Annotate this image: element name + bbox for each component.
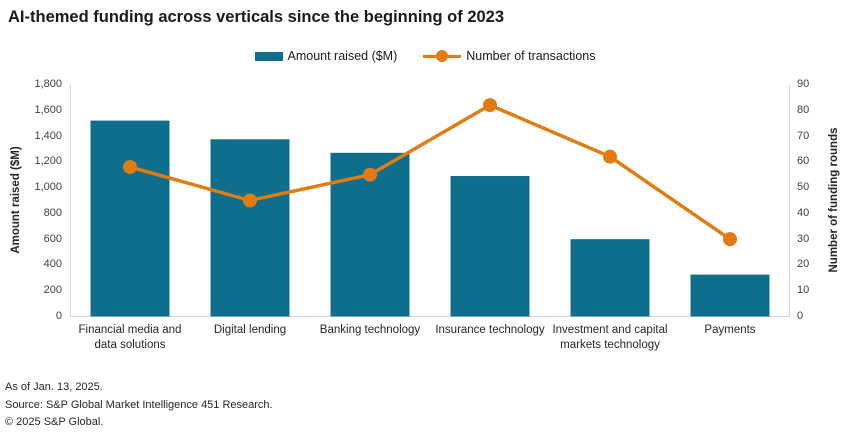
line-series-swatch-icon <box>423 50 462 63</box>
bar <box>570 239 650 317</box>
legend-label-transactions: Number of transactions <box>466 49 596 63</box>
y-axis-tick: 0 <box>797 310 804 322</box>
bar <box>90 120 170 317</box>
transactions-line <box>128 103 732 241</box>
y-axis-tick: 400 <box>43 258 62 271</box>
y-axis-tick: 50 <box>797 181 810 194</box>
legend-item-transactions: Number of transactions <box>423 49 596 63</box>
x-axis-label: Payments <box>704 324 756 336</box>
x-axis-labels: Financial media and data solutions Digita… <box>70 323 790 352</box>
chart-title: AI-themed funding across verticals since… <box>8 8 505 26</box>
y-axis-tick: 70 <box>797 129 810 142</box>
x-axis-label: Insurance technology <box>435 324 545 336</box>
line-marker <box>243 193 257 208</box>
x-axis-label: Digital lending <box>213 324 287 336</box>
y-axis-tick: 40 <box>797 206 810 219</box>
line-marker <box>123 159 137 174</box>
bar <box>210 139 290 317</box>
x-axis-label: Banking technology <box>319 324 421 336</box>
legend-label-amount-raised: Amount raised ($M) <box>287 49 398 63</box>
x-axis-label: Financial media and data solutions <box>78 324 182 351</box>
y-axis-tick: 200 <box>43 284 62 297</box>
y-axis-tick: 1,200 <box>34 155 62 168</box>
y-axis-tick: 60 <box>797 155 810 168</box>
y-axis-tick: 90 <box>797 78 810 90</box>
line-marker <box>603 149 617 164</box>
y-axis-tick: 20 <box>797 258 810 271</box>
line-marker <box>723 232 737 247</box>
y-axis-tick: 80 <box>797 103 810 116</box>
chart-plot <box>70 84 790 317</box>
footnotes: As of Jan. 13, 2025. Source: S&P Global … <box>5 379 273 432</box>
chart-legend: Amount raised ($M) Number of transaction… <box>0 49 850 63</box>
y-axis-tick: 1,400 <box>34 129 62 142</box>
y-axis-tick: 1,000 <box>34 181 62 194</box>
y-axis-tick: 1,800 <box>34 78 62 90</box>
bar <box>690 274 770 317</box>
footnote-source: Source: S&P Global Market Intelligence 4… <box>5 398 273 411</box>
line-marker <box>483 98 497 113</box>
y-axis-tick: 30 <box>797 232 810 245</box>
y-axis-tick: 10 <box>797 284 810 297</box>
y-axis-tick: 1,600 <box>34 103 62 116</box>
bar <box>450 176 530 317</box>
y-axis-tick: 800 <box>43 206 62 219</box>
line-swatch-dot <box>436 50 449 62</box>
line-marker <box>363 167 377 182</box>
bar-series-swatch-icon <box>254 51 283 61</box>
x-axis-label: Investment and capital markets technolog… <box>552 324 668 351</box>
footnote-copyright: © 2025 S&P Global. <box>5 416 104 428</box>
y-axis-tick: 0 <box>55 310 62 322</box>
right-axis-ticks: 0 10 20 30 40 50 60 70 80 90 <box>797 78 837 322</box>
legend-item-amount-raised: Amount raised ($M) <box>254 49 398 63</box>
footnote-as-of: As of Jan. 13, 2025. <box>5 381 103 393</box>
y-axis-tick: 600 <box>43 232 62 245</box>
left-axis-ticks: 0 200 400 600 800 1,000 1,200 1,400 1,600 1,800 <box>0 78 62 322</box>
